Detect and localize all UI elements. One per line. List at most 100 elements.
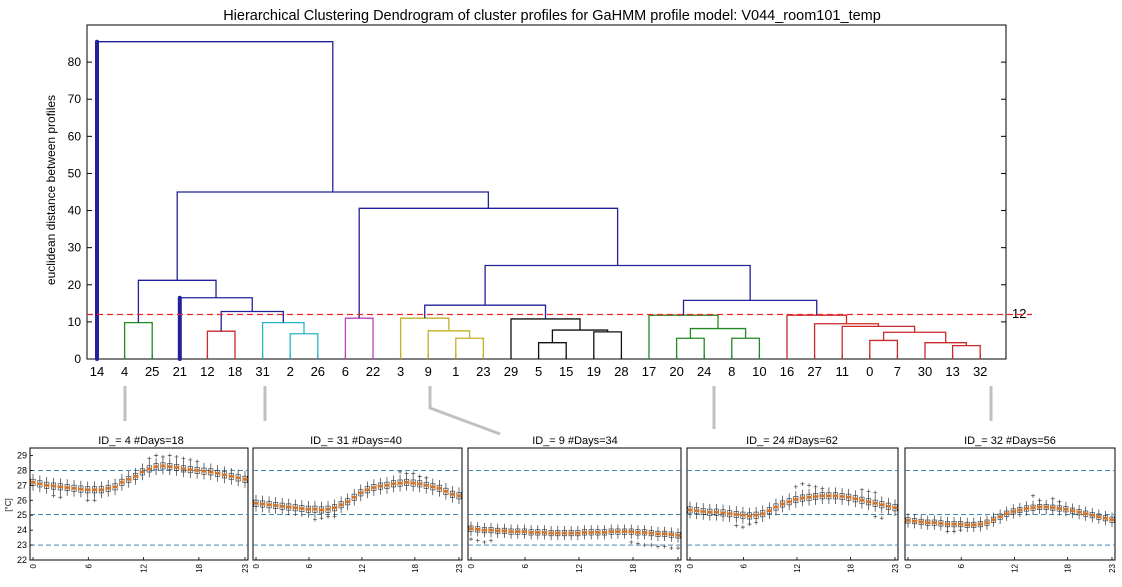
y-tick-label: 10 <box>68 315 82 329</box>
profile-panel-9: ID_= 9 #Days=34 0 6 12 18 23 <box>467 435 683 573</box>
y-tick-label: 70 <box>68 92 82 106</box>
x-tick-label: 18 <box>1064 563 1073 572</box>
outlier-mark <box>669 546 674 551</box>
dendrogram-link <box>869 339 899 359</box>
x-tick-label: 6 <box>305 563 314 568</box>
y-tick-label: 50 <box>68 166 82 180</box>
outlier-mark <box>58 495 63 500</box>
dendrogram-y-axis-label: euclidean distance between profiles <box>44 95 58 285</box>
dendrogram-link <box>261 321 305 359</box>
x-tick-label: 12 <box>1010 563 1019 572</box>
leaf-label: 19 <box>587 364 601 379</box>
y-tick-label: 28 <box>17 465 27 475</box>
dendrogram-link <box>96 41 334 359</box>
outlier-mark <box>312 517 317 522</box>
leaf-label: 7 <box>894 364 901 379</box>
outlier-mark <box>642 543 647 548</box>
panel-title: ID_= 4 #Days=18 <box>98 435 184 447</box>
dendrogram-link <box>510 318 581 359</box>
leaf-label: 31 <box>255 364 269 379</box>
outlier-mark <box>160 454 165 459</box>
y-tick-label: 20 <box>68 278 82 292</box>
dendrogram-link <box>841 325 916 359</box>
leaf-label: 32 <box>973 364 987 379</box>
dendrogram-title: Hierarchical Clustering Dendrogram of cl… <box>223 8 881 24</box>
leaf-label: 18 <box>228 364 242 379</box>
outlier-mark <box>404 471 409 476</box>
dendrogram-link <box>137 279 217 323</box>
y-tick-label: 29 <box>17 450 27 460</box>
outlier-mark <box>411 471 416 476</box>
leaf-label: 27 <box>807 364 821 379</box>
dendrogram-link <box>951 344 981 359</box>
panel-y-axis-label: [°C] <box>4 498 13 511</box>
profile-panel-31: ID_= 31 #Days=40 0 6 12 18 23 <box>252 435 464 573</box>
outlier-mark <box>188 457 193 462</box>
threshold-label: 12 <box>1012 306 1026 321</box>
outlier-mark <box>326 514 331 519</box>
x-tick-label: 0 <box>904 563 913 568</box>
outlier-mark <box>174 454 179 459</box>
profile-panel-24: ID_= 24 #Days=62 0 6 12 18 23 <box>686 435 900 573</box>
outlier-mark <box>859 487 864 492</box>
leaf-label: 21 <box>173 364 187 379</box>
dendrogram-link <box>882 331 947 343</box>
leaf-label: 2 <box>287 364 294 379</box>
dendrogram-link <box>424 304 547 319</box>
y-tick-label: 24 <box>17 525 27 535</box>
y-tick-label: 60 <box>68 129 82 143</box>
x-tick-label: 0 <box>467 563 476 568</box>
panel-title: ID_= 31 #Days=40 <box>310 435 402 447</box>
leaf-label: 26 <box>311 364 325 379</box>
outlier-mark <box>469 537 473 542</box>
leaf-connectors <box>123 386 993 436</box>
dendrogram-frame <box>86 24 1007 360</box>
x-tick-label: 23 <box>674 563 683 572</box>
leaf-label: 16 <box>780 364 794 379</box>
leaf-label: 17 <box>642 364 656 379</box>
leaf-label: 11 <box>835 364 849 379</box>
dendrogram-link <box>813 323 880 359</box>
dendrogram-link <box>731 337 761 359</box>
outlier-mark <box>734 523 739 528</box>
outlier-mark <box>813 484 818 489</box>
x-tick-label: 18 <box>411 563 420 572</box>
dendrogram-link <box>648 314 719 359</box>
outlier-mark <box>475 538 480 543</box>
leaf-label: 10 <box>752 364 766 379</box>
dendrogram-link <box>455 337 485 359</box>
y-tick-label: 27 <box>17 480 27 490</box>
leaf-label: 4 <box>121 364 128 379</box>
x-tick-label: 23 <box>891 563 900 572</box>
outlier-mark <box>1057 499 1062 504</box>
outlier-mark <box>879 516 884 521</box>
outlier-mark <box>195 459 200 464</box>
outlier-mark <box>332 514 337 519</box>
outlier-mark <box>147 456 152 461</box>
outlier-mark <box>793 484 798 489</box>
dendrogram-link <box>675 337 705 359</box>
x-tick-label: 12 <box>575 563 584 572</box>
outlier-mark <box>1031 493 1036 498</box>
outlier-mark <box>92 498 97 503</box>
leaf-label: 12 <box>200 364 214 379</box>
y-tick-label: 30 <box>68 241 82 255</box>
outlier-mark <box>629 540 634 545</box>
leaf-label: 24 <box>697 364 711 379</box>
x-tick-label: 18 <box>629 563 638 572</box>
dendrogram-link <box>344 317 374 359</box>
outlier-mark <box>873 514 878 519</box>
panel-title: ID_= 32 #Days=56 <box>964 435 1056 447</box>
y-tick-label: 22 <box>17 555 27 565</box>
outlier-mark <box>181 456 186 461</box>
outlier-mark <box>154 453 159 458</box>
dendrogram-link <box>427 330 471 359</box>
x-tick-label: 6 <box>739 563 748 568</box>
outlier-mark <box>1037 498 1042 503</box>
leaf-label: 5 <box>535 364 542 379</box>
panel-title: ID_= 9 #Days=34 <box>532 435 618 447</box>
x-tick-label: 18 <box>195 563 204 572</box>
outlier-mark <box>873 490 878 495</box>
